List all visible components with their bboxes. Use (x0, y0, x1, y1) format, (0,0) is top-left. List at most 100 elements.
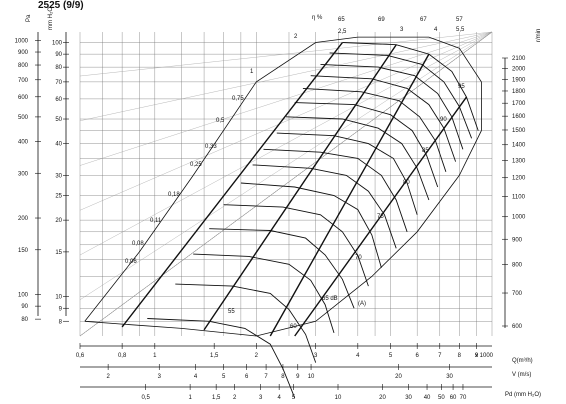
pa-tick-label: 150 (18, 248, 29, 254)
system-line (79, 31, 493, 300)
pd-unit: Pd (mm H₂O) (505, 392, 541, 398)
rpm-curve-1500 (285, 116, 430, 201)
pd-tick-label: 20 (379, 395, 386, 401)
power-label: 0,33 (205, 144, 217, 150)
sound-label: 90 (440, 117, 447, 123)
q-tick-label: 5 (389, 353, 393, 359)
pa-tick-label: 400 (18, 140, 29, 146)
rpm-tick-label: 900 (512, 237, 523, 243)
mmh2o-tick-label: 50 (55, 117, 62, 123)
v-tick-label: 7 (264, 374, 268, 380)
system-line (79, 31, 493, 77)
grid-layer (79, 31, 493, 337)
q-multiplier: x 1000 (475, 353, 494, 359)
pa-tick-label: 1000 (15, 38, 29, 44)
q-tick-label: 6 (416, 353, 420, 359)
rpm-curve-1800 (310, 75, 457, 162)
extra-label: 2,5 (338, 29, 347, 35)
v-tick-label: 6 (245, 374, 249, 380)
pd-tick-label: 40 (424, 395, 431, 401)
pa-tick-label: 500 (18, 115, 29, 121)
efficiency-ray (121, 42, 343, 328)
pa-tick-label: 80 (21, 317, 28, 323)
mmh2o-tick-label: 40 (55, 142, 62, 148)
power-label: 3 (400, 27, 404, 33)
mmh2o-tick-label: 20 (55, 218, 62, 224)
system-line (79, 31, 493, 121)
rpm-curve-900 (209, 228, 355, 309)
power-label: 2 (294, 34, 298, 40)
rpm-tick-label: 700 (512, 291, 523, 297)
mmh2o-tick-label: 100 (52, 41, 63, 47)
rpm-tick-label: 1500 (512, 128, 526, 134)
sound-unit: (A) (358, 301, 366, 307)
q-tick-label: 4 (356, 353, 360, 359)
rpm-curve-700 (175, 283, 317, 363)
system-line (79, 31, 493, 211)
mmh2o-tick-label: 10 (55, 295, 62, 301)
q-tick-label: 2 (255, 353, 259, 359)
q-tick-label: 9 (475, 353, 479, 359)
efficiency-value: 57 (456, 17, 463, 23)
v-tick-label: 8 (281, 374, 285, 380)
sound-label: 80 (403, 180, 410, 186)
v-tick-label: 9 (296, 374, 300, 380)
power-label: 4 (434, 27, 438, 33)
rpm-tick-label: 800 (512, 262, 523, 268)
pa-tick-label: 100 (18, 293, 29, 299)
pa-tick-label: 600 (18, 95, 29, 101)
pd-tick-label: 60 (450, 395, 457, 401)
v-tick-label: 30 (446, 374, 453, 380)
pa-tick-label: 900 (18, 50, 29, 56)
power-label: 0,08 (132, 241, 144, 247)
v-tick-label: 2 (106, 374, 110, 380)
rpm-curve-800 (193, 253, 335, 334)
q-tick-label: 1 (153, 353, 157, 359)
efficiency-ray (203, 44, 397, 331)
v-unit: V (m/s) (512, 372, 531, 378)
rpm-tick-label: 600 (512, 324, 523, 330)
efficiency-ray (269, 53, 430, 337)
pd-tick-label: 3 (259, 395, 263, 401)
rpm-tick-label: 1900 (512, 77, 526, 83)
efficiency-ray (294, 96, 468, 337)
q-tick-label: 8 (458, 353, 462, 359)
rpm-tick-label: 1700 (512, 101, 526, 107)
mmh2o-tick-label: 90 (55, 52, 62, 58)
v-tick-label: 20 (395, 374, 402, 380)
mmh2o-tick-label: 25 (55, 194, 62, 200)
pd-tick-label: 5 (292, 395, 296, 401)
rpm-curve-1700 (302, 87, 447, 172)
mmh2o-tick-label: 8 (59, 319, 63, 325)
rpm-tick-label: 1400 (512, 143, 526, 149)
efficiency-value: 67 (420, 17, 427, 23)
sound-label: 70 (355, 255, 362, 261)
mmh2o-tick-label: 9 (59, 306, 63, 312)
pa-tick-label: 90 (21, 304, 28, 310)
rpm-curve-1900 (320, 63, 464, 150)
sound-label: 95 (458, 84, 465, 90)
mmh2o-tick-label: 70 (55, 80, 62, 86)
pa-tick-label: 300 (18, 171, 29, 177)
rpm-curve-2000 (329, 52, 473, 139)
curve-layer (84, 36, 482, 398)
q-tick-label: 1,5 (210, 353, 219, 359)
rpm-tick-label: 1200 (512, 176, 526, 182)
mmh2o-tick-label: 30 (55, 173, 62, 179)
power-label: 0,18 (168, 192, 180, 198)
pa-tick-label: 800 (18, 63, 29, 69)
rpm-tick-label: 2100 (512, 56, 526, 62)
axis-layer: 10009008007006005004003002001501009080Pa… (15, 7, 542, 401)
rpm-tick-label: 1000 (512, 215, 526, 221)
power-label: 1 (250, 69, 254, 75)
v-tick-label: 4 (194, 374, 198, 380)
extra-label: 60 (290, 324, 297, 330)
q-tick-label: 3 (314, 353, 318, 359)
rpm-curve-600 (147, 318, 296, 398)
rpm-tick-label: 2000 (512, 66, 526, 72)
mmh2o-tick-label: 15 (55, 250, 62, 256)
label-layer: η % 65 69 67 57 5,5 4 3 2 1 0,75 0,5 0,33 0,25 0,18 0,1… (125, 15, 465, 330)
q-tick-label: 0,6 (76, 353, 85, 359)
sound-label: 85 (422, 148, 429, 154)
